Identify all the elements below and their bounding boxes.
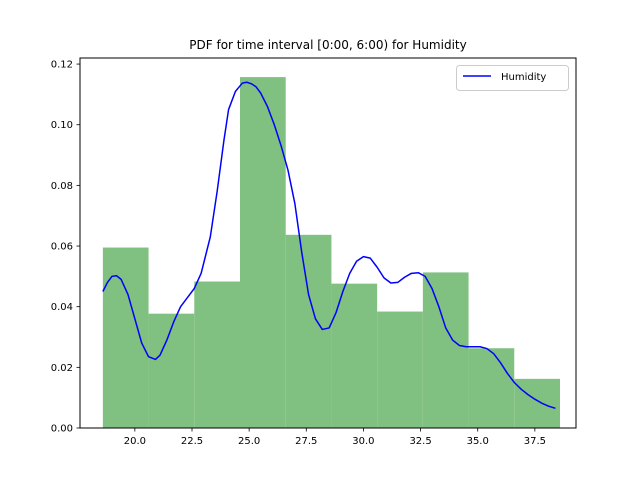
- x-tick-label-4: 30.0: [352, 436, 374, 447]
- chart-title: PDF for time interval [0:00, 6:00) for H…: [189, 38, 466, 52]
- y-tick-label-3: 0.06: [51, 242, 73, 253]
- histogram-bar-2: [194, 281, 240, 428]
- histogram-bar-7: [422, 272, 469, 428]
- histogram-bar-1: [148, 313, 195, 428]
- y-tick-label-4: 0.08: [51, 181, 73, 192]
- plot-area-frame: [79, 57, 577, 429]
- y-axis: 0.00 0.02 0.04 0.06 0.08 0.10 0.12: [51, 60, 80, 435]
- series-lines: [102, 81, 556, 410]
- histogram-bars: [102, 77, 560, 429]
- histogram-bar-8: [468, 348, 515, 428]
- legend-box: [456, 65, 569, 91]
- y-tick-label-0: 0.00: [51, 424, 73, 435]
- legend: Humidity: [456, 65, 569, 91]
- y-tick-label-5: 0.10: [51, 120, 73, 131]
- x-tick-label-5: 32.5: [409, 436, 431, 447]
- histogram-bar-5: [331, 283, 378, 428]
- x-tick-label-6: 35.0: [467, 436, 489, 447]
- y-tick-label-6: 0.12: [51, 60, 73, 71]
- histogram-bar-4: [285, 234, 332, 428]
- y-tick-label-1: 0.02: [51, 363, 73, 374]
- legend-label-humidity: Humidity: [501, 72, 546, 83]
- histogram-bar-3: [240, 77, 286, 429]
- x-tick-label-1: 22.5: [181, 436, 203, 447]
- series-line-0: [102, 81, 556, 410]
- x-tick-label-2: 25.0: [238, 436, 260, 447]
- histogram-bar-9: [514, 378, 560, 428]
- y-tick-label-2: 0.04: [51, 302, 73, 313]
- histogram-bar-0: [102, 247, 149, 428]
- x-tick-label-0: 20.0: [124, 436, 146, 447]
- x-tick-label-7: 37.5: [524, 436, 546, 447]
- x-tick-label-3: 27.5: [295, 436, 317, 447]
- histogram-bar-6: [377, 311, 423, 428]
- x-axis: 20.0 22.5 25.0 27.5 30.0 32.5 35.0 37.5: [124, 428, 546, 447]
